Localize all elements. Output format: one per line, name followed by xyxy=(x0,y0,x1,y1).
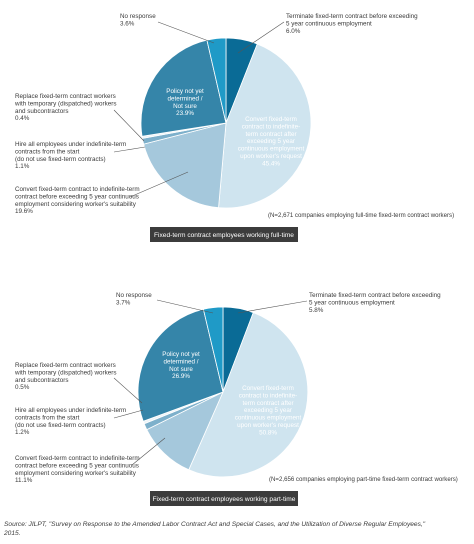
caption-bar xyxy=(150,491,298,506)
slice-label: Convert fixed-term contract to indefinite… xyxy=(238,116,305,167)
slice-label: No response 3.6% xyxy=(120,13,156,27)
sample-note: (N=2,671 companies employing full-time f… xyxy=(268,212,454,219)
slice-label: Terminate fixed-term contract before exc… xyxy=(309,292,441,314)
sample-note: (N=2,656 companies employing part-time f… xyxy=(269,476,458,483)
leader-line xyxy=(131,437,166,466)
pie-slice xyxy=(218,43,312,209)
slice-label: Convert fixed-term contract to indefinit… xyxy=(15,186,140,215)
slice-label: Convert fixed-term contract to indefinit… xyxy=(15,455,140,484)
pie-slice xyxy=(140,39,227,137)
pie-slice xyxy=(137,308,224,422)
source-note: Source: JILPT, "Survey on Response to th… xyxy=(3,521,426,537)
leader-line xyxy=(237,300,308,314)
leader-line xyxy=(156,299,214,314)
leader-line xyxy=(237,21,285,54)
caption-bar xyxy=(150,227,298,242)
pie-chart-2: Terminate fixed-term contract before exc… xyxy=(14,292,458,506)
pie-slice xyxy=(188,312,309,478)
leader-line xyxy=(129,171,189,198)
slice-label: Policy not yet determined / Not sure 26.9% xyxy=(162,351,200,380)
pie-slice xyxy=(202,306,224,393)
slice-label: Replace fixed-term contract workers with … xyxy=(14,362,117,391)
leader-line xyxy=(157,21,215,44)
slice-label: Replace fixed-term contract workers with … xyxy=(14,93,117,122)
leader-line xyxy=(113,146,146,153)
leader-line xyxy=(113,377,143,404)
slice-label: Convert fixed-term contract to indefinite… xyxy=(235,385,302,436)
slice-label: Terminate fixed-term contract before exc… xyxy=(286,13,418,35)
leader-line xyxy=(113,409,144,419)
slice-label: Hire all employees under indefinite-term… xyxy=(15,141,126,170)
slice-label: Hire all employees under indefinite-term… xyxy=(15,407,126,436)
pie-chart-1: Terminate fixed-term contract before exc… xyxy=(14,13,454,242)
chart-caption: Fixed-term contract employees working pa… xyxy=(153,496,296,503)
slice-label: Policy not yet determined / Not sure 23.9% xyxy=(166,88,204,117)
pie-slice xyxy=(143,122,227,209)
leader-line xyxy=(113,109,145,142)
chart-caption: Fixed-term contract employees working fu… xyxy=(154,232,294,239)
slice-label: No response 3.7% xyxy=(116,292,152,306)
